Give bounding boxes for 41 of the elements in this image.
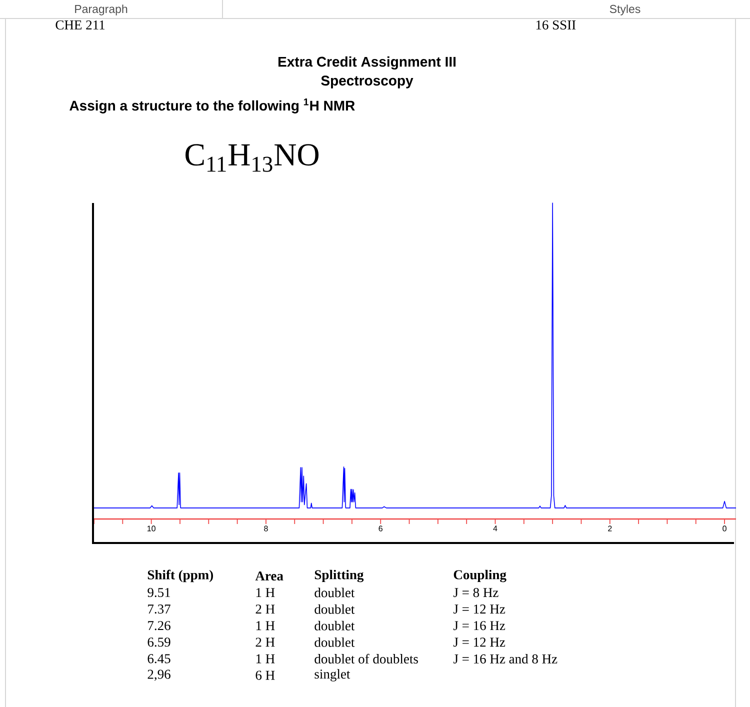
text: doublet — [314, 637, 355, 647]
text: singlet — [314, 669, 350, 682]
x-tick-label: 4 — [493, 526, 498, 532]
chart-title: Extra Credit Assignment III — [278, 56, 456, 70]
text: doublet — [314, 604, 355, 614]
text: Assign a structure to the following $^{1}$H NMR — [70, 98, 355, 114]
text: CHE 211 — [56, 20, 105, 30]
text: 6.59 — [148, 638, 170, 647]
text: Area — [255, 571, 284, 580]
x-tick-label: 10 — [147, 526, 156, 532]
text: 2 H — [256, 638, 275, 647]
text: 1 H — [256, 654, 275, 664]
text: doublet — [314, 588, 355, 598]
text: J = 12 Hz — [453, 638, 506, 647]
text: Shift (ppm) — [148, 570, 213, 582]
x-tick-label: 0 — [722, 526, 726, 532]
text: 2,96 — [148, 670, 170, 681]
text: 7.37 — [148, 604, 170, 614]
text: Styles — [610, 4, 640, 16]
text: 7.26 — [148, 621, 170, 630]
x-tick-label: 8 — [264, 526, 268, 532]
x-tick-label: 2 — [608, 526, 612, 532]
text: 6 H — [256, 670, 275, 680]
text: 1 H — [256, 621, 275, 630]
text: Paragraph — [75, 4, 128, 16]
text: Coupling — [454, 570, 506, 582]
chart-subtitle: Spectroscopy — [321, 76, 414, 88]
text: J = 16 Hz and 8 Hz — [453, 654, 558, 664]
text: doublet — [314, 620, 355, 630]
text: J = 8 Hz — [453, 588, 498, 598]
text: doublet of doublets — [314, 654, 418, 664]
x-tick-label: 6 — [378, 526, 382, 532]
text: 9.51 — [148, 588, 170, 598]
text: 16 SSII — [536, 20, 576, 30]
text: Splitting — [314, 570, 364, 582]
text: J = 16 Hz — [453, 621, 506, 630]
text: 2 H — [256, 604, 275, 614]
text: C$_{11}$H$_{13}$NO — [186, 144, 319, 172]
text: J = 12 Hz — [453, 604, 506, 614]
text: 1 H — [256, 588, 275, 597]
text: 6.45 — [148, 654, 170, 664]
